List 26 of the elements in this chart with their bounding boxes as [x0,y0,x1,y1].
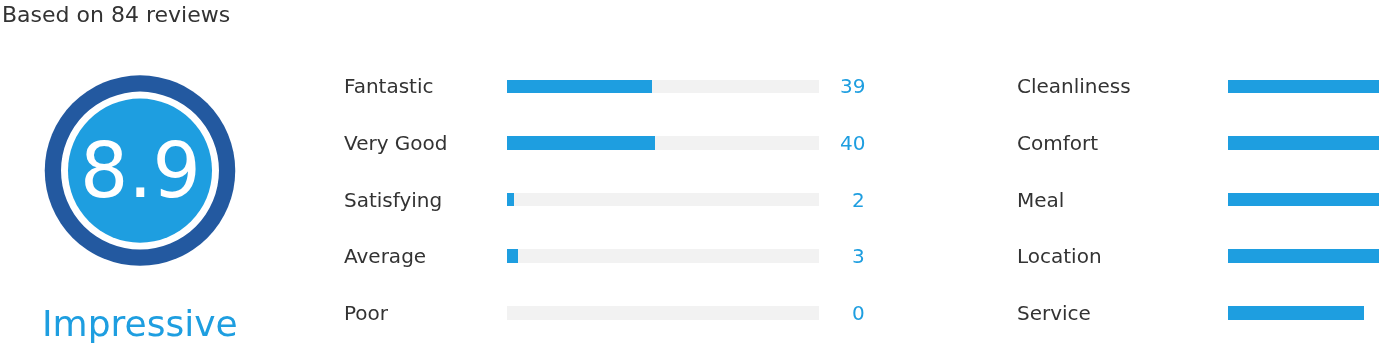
bar [506,192,515,207]
y-tick-label: Service [1017,301,1091,325]
y-tick-label: Average [344,244,427,268]
data-label: 40 [840,131,866,155]
y-tick-label: Very Good [344,131,448,155]
y-tick-label: Meal [1017,188,1065,212]
bar [506,79,652,94]
y-tick-label: Fantastic [344,74,434,98]
data-label: 39 [840,74,866,98]
text: Impressive [42,303,238,344]
bar [651,79,819,94]
y-tick-label: Cleanliness [1017,74,1131,98]
bar [517,249,819,264]
y-tick-label: Comfort [1017,131,1099,155]
data-label: 3 [852,244,865,268]
bar [514,192,819,207]
bar [506,249,518,264]
data-label: 2 [852,188,865,212]
text: Based on 84 reviews [2,2,231,27]
data-label: 0 [852,301,865,325]
y-tick-label: Poor [344,301,389,325]
y-tick-label: Location [1017,244,1102,268]
bar [655,136,819,150]
bar [506,136,656,150]
y-tick-label: Satisfying [344,188,443,212]
text: 8.9 [80,126,201,215]
